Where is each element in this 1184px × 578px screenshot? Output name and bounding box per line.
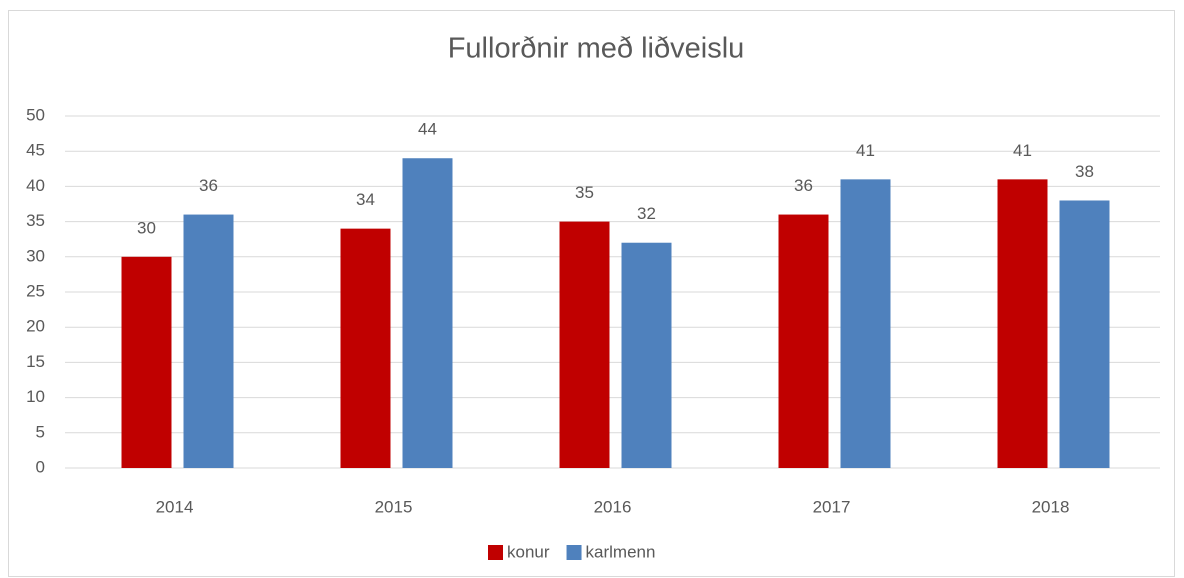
x-tick-label: 2016 [594,497,632,516]
data-label: 32 [637,204,656,223]
y-tick-label: 0 [36,457,45,476]
bar [621,242,672,468]
y-tick-label: 35 [26,211,45,230]
bar [840,179,891,469]
x-tick-label: 2017 [813,497,851,516]
y-tick-label: 30 [26,246,45,265]
data-label: 34 [356,190,375,209]
x-tick-label: 2015 [375,497,413,516]
chart-title: Fullorðnir með liðveislu [448,33,745,65]
bar [997,179,1048,469]
bar [1059,200,1110,469]
y-tick-label: 15 [26,352,45,371]
y-tick-label: 25 [26,281,45,300]
bar [340,228,391,468]
legend-label: karlmenn [586,542,656,561]
bar [121,256,172,468]
bar [183,214,234,468]
y-tick-label: 20 [26,317,45,336]
bar [559,221,610,468]
data-label: 38 [1075,162,1094,181]
y-tick-label: 50 [26,105,45,124]
legend-swatch [566,545,582,560]
bar [402,158,453,469]
legend-label: konur [507,542,550,561]
y-tick-label: 10 [26,387,45,406]
y-tick-label: 45 [26,141,45,160]
y-tick-label: 5 [36,422,45,441]
x-tick-label: 2018 [1032,497,1070,516]
data-label: 44 [418,120,437,139]
legend-swatch [488,545,503,560]
data-label: 36 [794,176,813,195]
data-label: 41 [856,141,875,160]
y-tick-label: 40 [26,176,45,195]
data-label: 36 [199,176,218,195]
x-tick-label: 2014 [156,497,194,516]
bar [778,214,829,468]
data-label: 41 [1013,141,1032,160]
data-label: 35 [575,183,594,202]
data-label: 30 [137,218,156,237]
